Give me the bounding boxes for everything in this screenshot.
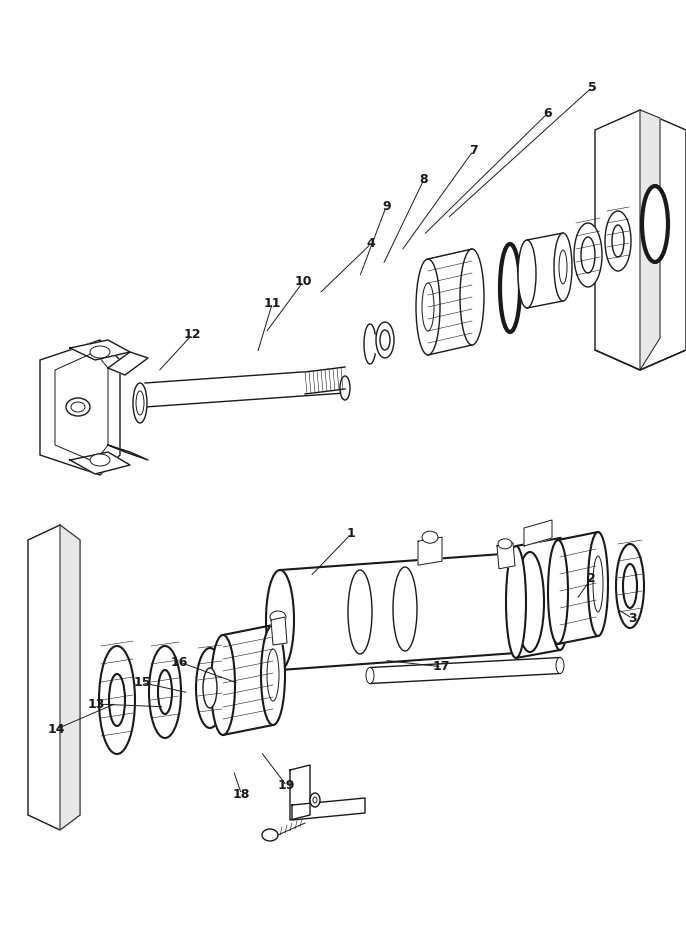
- Ellipse shape: [623, 564, 637, 608]
- Text: 15: 15: [133, 676, 151, 689]
- Ellipse shape: [581, 237, 595, 273]
- Ellipse shape: [605, 211, 631, 271]
- Ellipse shape: [158, 670, 172, 714]
- Ellipse shape: [366, 668, 374, 684]
- Text: 9: 9: [382, 200, 390, 213]
- Polygon shape: [640, 110, 660, 370]
- Ellipse shape: [348, 570, 372, 654]
- Polygon shape: [527, 233, 563, 308]
- Text: 11: 11: [263, 297, 281, 310]
- Text: 16: 16: [171, 656, 189, 669]
- Polygon shape: [290, 765, 310, 820]
- Ellipse shape: [616, 544, 644, 628]
- Ellipse shape: [313, 797, 317, 803]
- Polygon shape: [280, 552, 530, 670]
- Polygon shape: [70, 340, 130, 360]
- Ellipse shape: [393, 567, 417, 651]
- Text: 1: 1: [347, 527, 355, 540]
- Polygon shape: [516, 538, 560, 658]
- Ellipse shape: [498, 538, 512, 549]
- Ellipse shape: [71, 402, 85, 412]
- Ellipse shape: [416, 259, 440, 355]
- Ellipse shape: [136, 391, 144, 415]
- Ellipse shape: [211, 635, 235, 735]
- Ellipse shape: [310, 793, 320, 807]
- Text: 18: 18: [233, 788, 250, 801]
- Ellipse shape: [506, 546, 526, 658]
- Polygon shape: [524, 520, 552, 546]
- Ellipse shape: [340, 376, 350, 400]
- Polygon shape: [55, 352, 108, 462]
- Ellipse shape: [422, 283, 434, 331]
- Ellipse shape: [556, 658, 564, 673]
- Ellipse shape: [196, 648, 224, 728]
- Text: 7: 7: [469, 144, 477, 157]
- Ellipse shape: [518, 240, 536, 308]
- Text: 6: 6: [543, 107, 552, 120]
- Text: 12: 12: [183, 328, 201, 341]
- Ellipse shape: [460, 249, 484, 345]
- Ellipse shape: [270, 611, 286, 623]
- Ellipse shape: [266, 570, 294, 670]
- Text: 8: 8: [420, 173, 428, 186]
- Polygon shape: [292, 798, 365, 820]
- Ellipse shape: [559, 250, 567, 284]
- Ellipse shape: [548, 540, 568, 644]
- Polygon shape: [428, 249, 472, 355]
- Ellipse shape: [90, 454, 110, 466]
- Polygon shape: [418, 538, 442, 565]
- Ellipse shape: [574, 223, 602, 287]
- Ellipse shape: [376, 322, 394, 358]
- Ellipse shape: [612, 225, 624, 257]
- Text: 4: 4: [367, 237, 375, 250]
- Polygon shape: [223, 625, 273, 735]
- Polygon shape: [28, 525, 80, 830]
- Text: 19: 19: [278, 779, 296, 792]
- Ellipse shape: [550, 538, 570, 650]
- Text: 10: 10: [294, 275, 312, 288]
- Polygon shape: [60, 525, 80, 830]
- Polygon shape: [108, 352, 148, 375]
- Text: 5: 5: [588, 81, 596, 94]
- Text: 14: 14: [47, 723, 65, 736]
- Ellipse shape: [109, 674, 125, 726]
- Ellipse shape: [133, 383, 147, 423]
- Polygon shape: [271, 617, 287, 645]
- Polygon shape: [370, 658, 560, 684]
- Ellipse shape: [261, 625, 285, 725]
- Ellipse shape: [642, 186, 668, 262]
- Ellipse shape: [380, 330, 390, 350]
- Text: 2: 2: [587, 572, 595, 585]
- Ellipse shape: [262, 829, 278, 841]
- Polygon shape: [40, 340, 120, 475]
- Polygon shape: [70, 452, 130, 474]
- Polygon shape: [145, 369, 345, 407]
- Ellipse shape: [500, 244, 520, 332]
- Ellipse shape: [593, 556, 603, 612]
- Polygon shape: [305, 367, 345, 394]
- Ellipse shape: [203, 668, 217, 708]
- Ellipse shape: [516, 552, 544, 652]
- Ellipse shape: [588, 532, 608, 636]
- Ellipse shape: [422, 531, 438, 543]
- Text: 3: 3: [628, 612, 637, 625]
- Polygon shape: [595, 110, 686, 370]
- Ellipse shape: [99, 646, 135, 754]
- Ellipse shape: [554, 233, 572, 301]
- Ellipse shape: [66, 398, 90, 416]
- Polygon shape: [497, 543, 515, 569]
- Ellipse shape: [149, 646, 181, 738]
- Ellipse shape: [90, 346, 110, 358]
- Polygon shape: [108, 445, 148, 460]
- Ellipse shape: [267, 649, 279, 701]
- Text: 13: 13: [87, 698, 105, 711]
- Polygon shape: [558, 532, 598, 644]
- Text: 17: 17: [433, 660, 451, 673]
